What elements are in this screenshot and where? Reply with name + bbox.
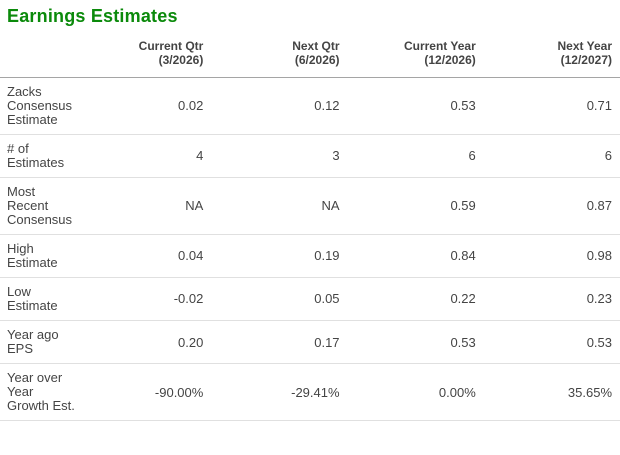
- cell-value: 4: [196, 148, 204, 164]
- cell-value: NA: [185, 198, 204, 214]
- cell-value: -29.41%: [291, 384, 340, 400]
- header-row: Current Qtr (3/2026) Next Qtr (6/2026) Curre…: [0, 39, 620, 78]
- cell-value: 0.05: [314, 291, 340, 307]
- row-label: Low Estimate: [7, 283, 58, 313]
- cell-value: -0.02: [173, 291, 204, 307]
- cell-value: 0.53: [586, 334, 612, 350]
- column-header-period: (6/2026): [294, 52, 340, 67]
- cell-value: 0.17: [314, 334, 340, 350]
- cell-value: 3: [332, 148, 340, 164]
- table-row: Most Recent Consensus NA NA 0.59 0.87: [0, 177, 620, 235]
- table-row: # of Estimates 4 3 6 6: [0, 134, 620, 178]
- column-header: Current Year (12/2026): [347, 39, 484, 78]
- row-label: Year ago EPS: [7, 326, 59, 356]
- column-header: Next Year (12/2027): [483, 39, 620, 78]
- column-header-label: Next Qtr: [292, 39, 340, 53]
- table-body: Zacks Consensus Estimate 0.02 0.12 0.53 0.71…: [0, 77, 620, 421]
- cell-value: NA: [321, 198, 340, 214]
- column-header: Current Qtr (3/2026): [75, 39, 212, 78]
- table-row: Low Estimate -0.02 0.05 0.22 0.23: [0, 277, 620, 321]
- column-header-period: (3/2026): [158, 52, 204, 67]
- cell-value: 0.84: [450, 248, 476, 264]
- cell-value: 0.02: [178, 98, 204, 114]
- cell-value: 0.04: [178, 248, 204, 264]
- cell-value: 6: [604, 148, 612, 164]
- cell-value: 0.98: [586, 248, 612, 264]
- row-label: Year over Year Growth Est.: [7, 370, 75, 414]
- cell-value: 0.00%: [438, 384, 476, 400]
- earnings-estimates-table: Current Qtr (3/2026) Next Qtr (6/2026) Curre…: [0, 39, 620, 421]
- cell-value: 0.53: [450, 98, 476, 114]
- column-header-period: (12/2027): [560, 52, 612, 67]
- cell-value: 0.87: [586, 198, 612, 214]
- column-header-label: Next Year: [557, 39, 613, 53]
- cell-value: 35.65%: [567, 384, 612, 400]
- row-label: High Estimate: [7, 240, 58, 270]
- cell-value: 0.23: [586, 291, 612, 307]
- table-row: Year over Year Growth Est. -90.00% -29.41%…: [0, 364, 620, 421]
- header-spacer-cell: [0, 40, 76, 78]
- row-label: Zacks Consensus Estimate: [7, 83, 73, 127]
- cell-value: 0.20: [178, 334, 204, 350]
- column-header-label: Current Year: [403, 39, 476, 53]
- table-row: Zacks Consensus Estimate 0.02 0.12 0.53 0.71: [0, 77, 620, 135]
- cell-value: 0.12: [314, 98, 340, 114]
- row-label: # of Estimates: [7, 140, 65, 170]
- cell-value: -90.00%: [154, 384, 204, 400]
- cell-value: 0.19: [314, 248, 340, 264]
- column-header: Next Qtr (6/2026): [211, 39, 348, 78]
- row-label: Most Recent Consensus: [7, 183, 73, 227]
- cell-value: 0.53: [450, 334, 476, 350]
- column-header-period: (12/2026): [424, 52, 476, 67]
- table-row: Year ago EPS 0.20 0.17 0.53 0.53: [0, 320, 620, 364]
- column-header-label: Current Qtr: [138, 39, 204, 53]
- table-row: High Estimate 0.04 0.19 0.84 0.98: [0, 234, 620, 278]
- cell-value: 0.59: [450, 198, 476, 214]
- cell-value: 6: [468, 148, 476, 164]
- cell-value: 0.71: [586, 98, 612, 114]
- cell-value: 0.22: [450, 291, 476, 307]
- section-title: Earnings Estimates: [7, 6, 178, 26]
